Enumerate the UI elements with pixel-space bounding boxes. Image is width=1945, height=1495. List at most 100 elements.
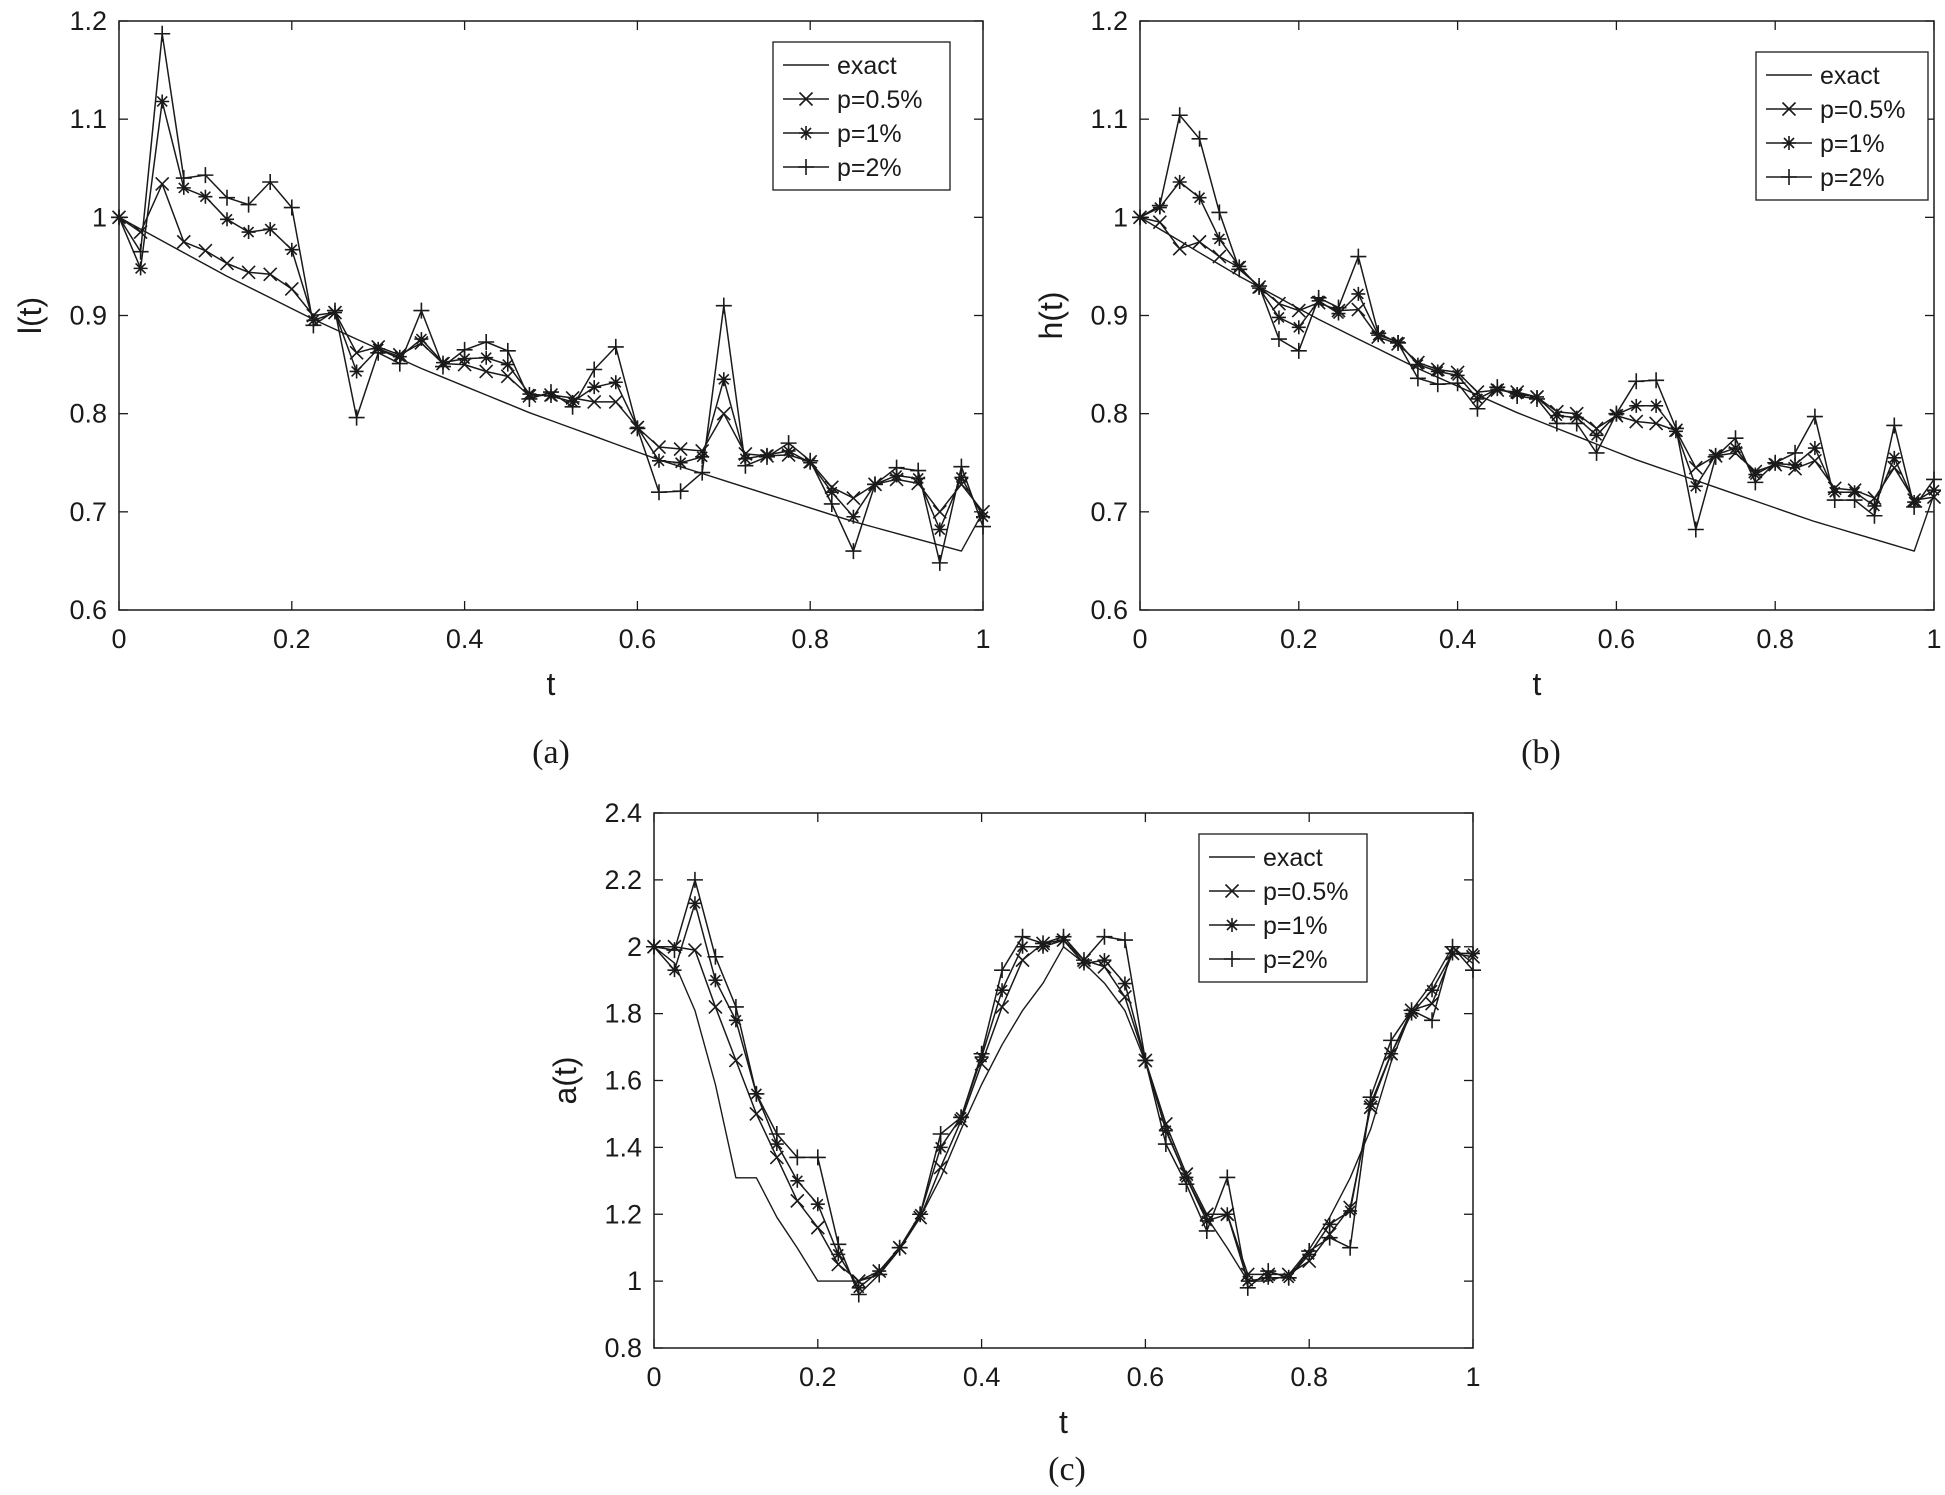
- data-point-b-2: [1688, 479, 1703, 494]
- legend-entry-c-3: p=2%: [1263, 946, 1328, 974]
- data-point-b-3: [1846, 492, 1863, 509]
- caption-a: (a): [532, 734, 570, 771]
- x-tick-label-a: 0.2: [273, 624, 311, 654]
- data-point-c-1: [728, 1053, 743, 1068]
- data-point-b-3: [1151, 197, 1168, 214]
- x-tick-label-c: 1: [1465, 1362, 1480, 1392]
- data-point-b-2: [1589, 428, 1604, 443]
- data-point-b-3: [1469, 400, 1486, 417]
- legend-marker-b-3: [1781, 169, 1797, 185]
- data-point-a-3: [543, 384, 559, 401]
- data-point-a-3: [413, 302, 430, 319]
- x-tick-label-a: 0.4: [446, 624, 484, 654]
- data-point-a-3: [111, 209, 127, 226]
- data-point-a-3: [651, 484, 667, 501]
- data-point-c-3: [1219, 1169, 1236, 1186]
- data-point-c-2: [1220, 1207, 1235, 1222]
- series-line-b-0: [1139, 216, 1935, 552]
- data-point-c-3: [789, 1149, 806, 1166]
- data-point-b-2: [1649, 398, 1664, 413]
- y-tick-label-a: 1.1: [69, 104, 107, 134]
- data-point-a-1: [349, 345, 364, 360]
- data-point-b-2: [1927, 483, 1941, 498]
- data-point-c-3: [1403, 1002, 1420, 1019]
- data-point-a-3: [802, 452, 819, 469]
- data-point-a-1: [219, 256, 235, 271]
- data-point-b-2: [1410, 357, 1425, 372]
- data-point-c-2: [667, 963, 682, 978]
- data-point-a-2: [716, 372, 731, 387]
- data-point-b-2: [1867, 498, 1882, 513]
- data-point-a-3: [370, 344, 387, 361]
- data-point-a-3: [737, 457, 754, 474]
- data-point-c-3: [809, 1149, 826, 1166]
- y-tick-label-c: 1.2: [604, 1199, 642, 1229]
- data-point-b-2: [1430, 364, 1445, 379]
- data-point-b-1: [1172, 241, 1187, 256]
- x-tick-label-c: 0.6: [1127, 1362, 1165, 1392]
- data-point-c-3: [994, 962, 1011, 979]
- data-point-b-2: [1629, 398, 1644, 413]
- legend-entry-c-0: exact: [1263, 844, 1323, 872]
- data-point-b-3: [1926, 471, 1942, 488]
- data-point-c-2: [1343, 1203, 1358, 1218]
- data-point-b-3: [1529, 390, 1545, 407]
- data-point-b-3: [1707, 448, 1724, 465]
- legend-entry-b-1: p=0.5%: [1820, 96, 1906, 124]
- data-point-c-1: [810, 1220, 825, 1235]
- data-point-b-3: [1350, 248, 1367, 265]
- data-point-c-3: [1362, 1089, 1379, 1106]
- data-point-b-2: [1887, 450, 1902, 465]
- data-point-c-3: [871, 1266, 888, 1283]
- data-point-b-3: [1132, 209, 1148, 226]
- data-point-c-3: [1178, 1176, 1195, 1193]
- data-point-c-3: [973, 1045, 990, 1062]
- data-point-a-2: [198, 189, 213, 204]
- y-tick-label-b: 1.2: [1090, 6, 1128, 36]
- data-point-c-3: [891, 1239, 908, 1256]
- legend-entry-b-0: exact: [1820, 62, 1880, 90]
- data-point-c-3: [1014, 928, 1031, 945]
- legend-marker-a-1: [798, 91, 814, 107]
- series-line-a-0: [118, 216, 984, 552]
- y-tick-label-c: 1.4: [604, 1132, 642, 1162]
- data-point-c-2: [790, 1173, 805, 1188]
- legend-marker-b-2: [1782, 136, 1796, 150]
- data-point-a-2: [479, 350, 494, 365]
- data-point-c-1: [708, 999, 723, 1015]
- data-point-c-2: [769, 1137, 784, 1152]
- data-point-c-3: [1198, 1222, 1215, 1239]
- data-point-a-2: [263, 222, 278, 237]
- data-point-a-3: [953, 458, 970, 475]
- data-point-c-3: [912, 1206, 929, 1223]
- data-point-b-3: [1568, 415, 1585, 432]
- data-point-b-1: [1649, 416, 1664, 431]
- data-point-c-2: [1097, 953, 1112, 968]
- legend-entry-a-0: exact: [837, 52, 897, 80]
- data-point-b-3: [1588, 444, 1605, 461]
- data-point-a-2: [954, 470, 969, 485]
- x-tick-label-b: 0.2: [1280, 624, 1318, 654]
- y-tick-label-b: 0.7: [1090, 497, 1128, 527]
- data-point-c-3: [1055, 928, 1072, 945]
- data-point-a-1: [155, 176, 170, 192]
- y-tick-label-c: 1.8: [604, 999, 642, 1029]
- data-point-c-3: [1035, 935, 1052, 952]
- x-tick-label-c: 0.4: [963, 1362, 1001, 1392]
- legend-marker-a-2: [799, 126, 813, 140]
- data-point-a-3: [564, 398, 581, 415]
- y-tick-label-a: 1.2: [69, 6, 107, 36]
- data-point-b-3: [1906, 498, 1923, 515]
- caption-c: (c): [1048, 1451, 1086, 1488]
- data-point-c-2: [708, 973, 723, 988]
- data-point-c-3: [1424, 1012, 1441, 1029]
- data-point-c-1: [687, 943, 703, 958]
- data-point-a-3: [867, 476, 883, 493]
- y-tick-label-a: 0.8: [69, 399, 107, 429]
- caption-b: (b): [1521, 734, 1561, 771]
- data-point-c-2: [1199, 1213, 1214, 1228]
- data-point-a-1: [932, 504, 947, 519]
- data-point-c-3: [1260, 1263, 1277, 1280]
- data-point-c-3: [1075, 952, 1092, 969]
